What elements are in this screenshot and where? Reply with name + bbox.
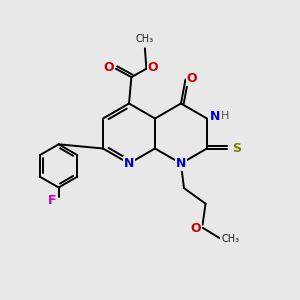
Text: O: O [190,222,201,235]
Text: O: O [148,61,158,74]
Text: CH₃: CH₃ [136,34,154,44]
Text: S: S [232,142,241,155]
Text: O: O [187,71,197,85]
Text: N: N [124,157,134,170]
Text: N: N [210,110,220,123]
Text: F: F [48,194,56,207]
Text: CH₃: CH₃ [221,234,239,244]
Text: H: H [221,111,230,121]
Text: N: N [176,157,186,170]
Text: O: O [103,61,114,74]
